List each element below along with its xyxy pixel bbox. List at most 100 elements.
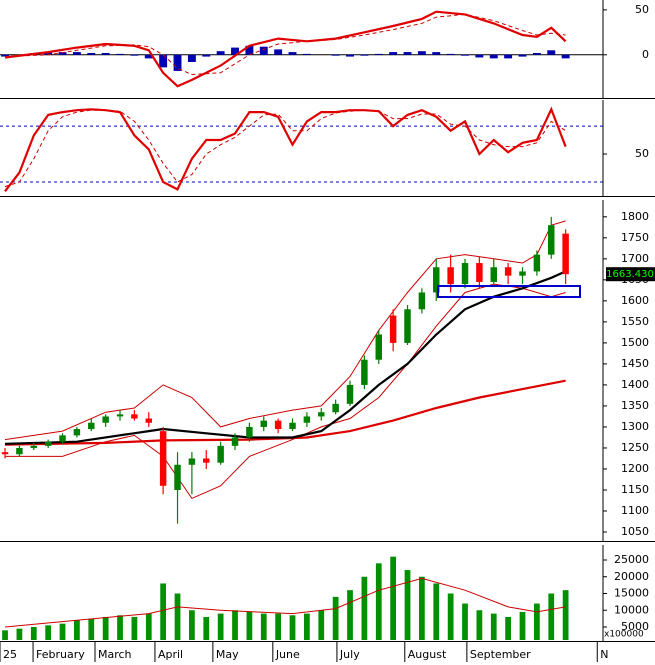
y-tick-label: 1150 [621,483,649,496]
bar [260,613,267,640]
bar [173,54,182,71]
y-tick-label: 0 [642,48,649,61]
y-tick-label: 1700 [621,252,649,265]
bar [375,563,382,640]
bar [332,596,339,640]
bar [44,52,53,55]
y-tick-label: 1800 [621,210,649,223]
y-tick-label: 20000 [614,570,649,583]
bar [202,54,211,57]
bar [433,583,440,640]
y-tick-label: 1350 [621,399,649,412]
bar [475,54,484,58]
bar [1,54,9,57]
x-tick-label: September [470,648,531,661]
bar [403,52,412,55]
candle-body [16,447,23,455]
candle-body [461,263,469,285]
x-tick-label: August [408,648,447,661]
y-tick-label: 5000 [621,620,649,633]
bar [74,620,80,640]
bar [117,615,123,640]
unit-label: x100000 [604,630,644,640]
line [4,577,566,628]
bar [116,53,124,55]
bar [72,52,81,55]
y-tick-label: 1100 [621,504,649,517]
last-price-label: 1663.430 [606,269,654,280]
candle-body [433,267,440,293]
candle-body [44,441,52,446]
bar [447,593,454,640]
y-tick-label: 10000 [614,603,649,616]
bar [59,623,66,640]
bar [88,618,95,640]
candle-body [303,416,311,423]
bar [217,613,224,640]
line [4,106,567,192]
line [5,283,566,500]
bar [432,52,441,55]
bar [58,52,67,55]
bar [2,630,8,640]
bar [446,53,455,55]
candle-body [88,422,95,430]
bar [360,54,369,56]
y-tick-label: 1300 [621,420,649,433]
bar [216,51,225,55]
bar [489,54,498,59]
bar [476,610,483,640]
bar [159,54,168,68]
y-tick-label: 15000 [614,587,649,600]
bar [504,54,513,59]
candle-body [375,334,382,360]
x-tick-label: N [600,648,608,661]
bar [331,54,340,56]
y-tick-label: 1200 [621,462,649,475]
candle-body [447,267,454,285]
candle-body [159,431,167,486]
line [4,379,566,446]
x-tick-label: June [275,648,300,661]
candle-body [102,416,109,423]
bar [145,613,152,640]
candle-body [504,267,512,276]
bar [203,616,210,640]
bar [231,47,239,55]
candle-body [533,254,541,272]
x-tick-label: 25 [3,648,17,661]
bar [144,54,153,59]
bar [101,52,110,55]
line [4,13,566,76]
candle-body [476,263,483,282]
candle-body [274,420,282,430]
bar [232,610,238,640]
bar [304,613,310,640]
y-tick-label: 1750 [621,231,649,244]
bar [562,590,569,640]
bar [160,583,167,640]
candle-body [188,458,196,465]
bar [174,593,181,640]
bar [404,570,411,640]
candle-body [418,292,426,310]
candle-body [332,403,339,413]
bar [561,54,570,59]
candle-body [404,309,411,343]
x-tick-label: February [36,648,85,661]
bar [187,54,196,62]
candle-body [174,464,181,490]
candle-body [548,225,555,255]
x-tick-label: March [98,648,132,661]
bar [518,54,527,57]
bar [534,603,540,640]
candle-body [519,271,526,276]
y-tick-label: 1550 [621,315,649,328]
candle-body [131,414,138,419]
candle-body [346,384,354,404]
bar [87,52,96,55]
y-tick-label: 1400 [621,378,649,391]
bar [547,50,556,55]
bar [347,590,353,640]
candle-body [217,445,224,463]
